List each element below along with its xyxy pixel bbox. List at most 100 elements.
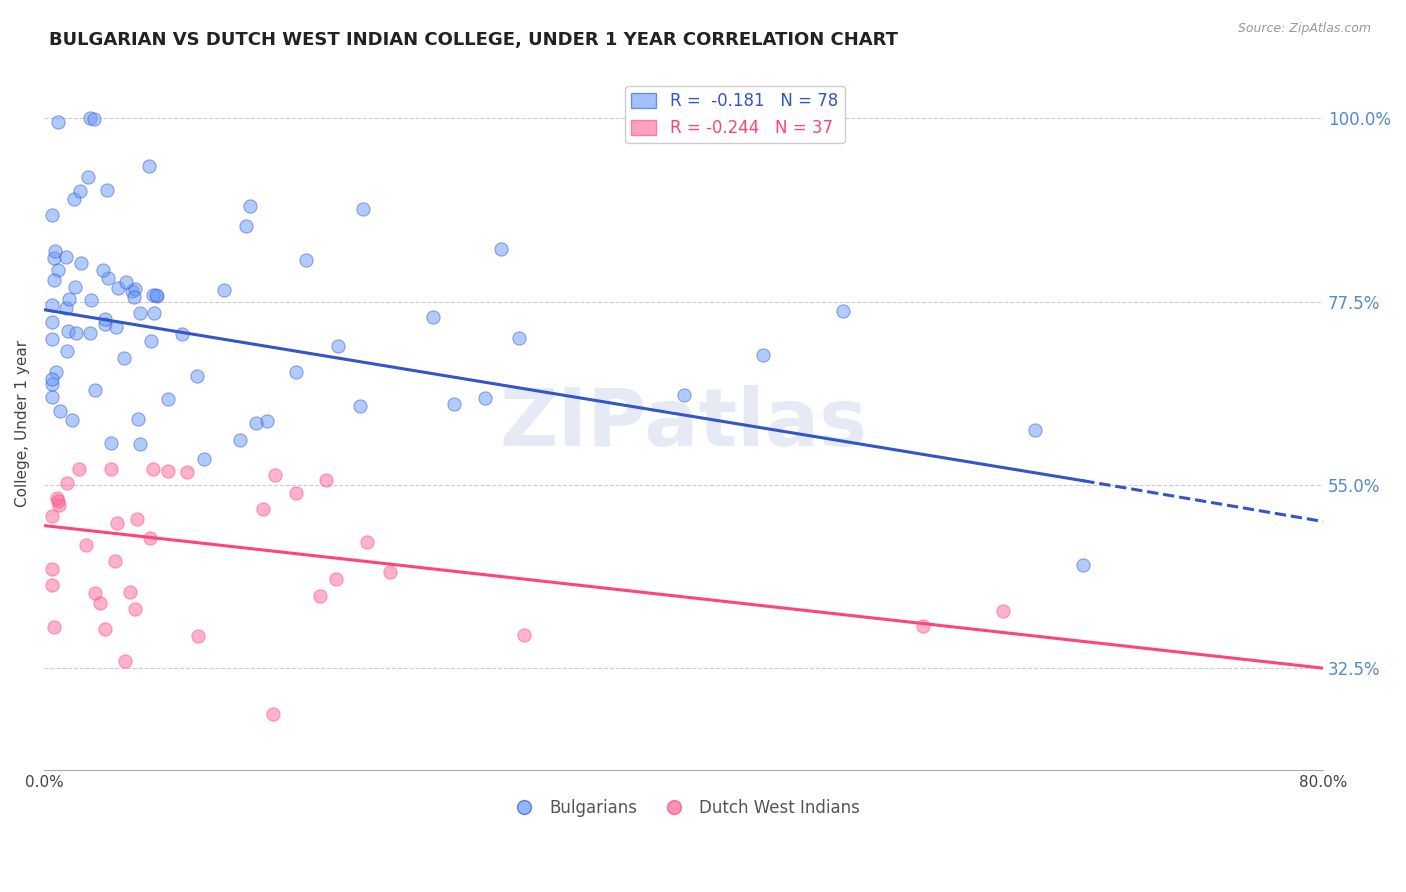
- Point: [105, 516, 128, 530]
- Point: [491, 242, 513, 256]
- Point: [89, 596, 111, 610]
- Point: [235, 219, 257, 233]
- Point: [512, 628, 534, 642]
- Point: [349, 399, 371, 413]
- Point: [69, 184, 91, 198]
- Point: [127, 411, 149, 425]
- Point: [75, 538, 97, 552]
- Point: [104, 319, 127, 334]
- Point: [508, 331, 530, 345]
- Point: [55, 344, 77, 359]
- Point: [245, 416, 267, 430]
- Point: [77, 170, 100, 185]
- Point: [252, 502, 274, 516]
- Point: [186, 369, 208, 384]
- Point: [41, 377, 63, 392]
- Point: [474, 391, 496, 405]
- Point: [93, 622, 115, 636]
- Point: [145, 289, 167, 303]
- Point: [41, 562, 63, 576]
- Point: [143, 306, 166, 320]
- Point: [285, 486, 308, 500]
- Point: [378, 566, 401, 580]
- Point: [752, 348, 775, 362]
- Point: [46, 115, 69, 129]
- Point: [912, 619, 935, 633]
- Point: [157, 392, 180, 406]
- Point: [55, 476, 77, 491]
- Point: [45, 365, 67, 379]
- Point: [58, 293, 80, 307]
- Text: ZIPatlas: ZIPatlas: [499, 384, 868, 463]
- Point: [993, 604, 1015, 618]
- Point: [832, 303, 855, 318]
- Point: [41, 208, 63, 222]
- Point: [193, 451, 215, 466]
- Point: [83, 383, 105, 397]
- Point: [62, 192, 84, 206]
- Point: [79, 111, 101, 125]
- Point: [49, 404, 72, 418]
- Point: [128, 437, 150, 451]
- Point: [1071, 558, 1094, 572]
- Point: [41, 509, 63, 524]
- Point: [44, 273, 66, 287]
- Point: [229, 433, 252, 447]
- Point: [672, 387, 695, 401]
- Point: [112, 351, 135, 366]
- Point: [124, 282, 146, 296]
- Point: [127, 512, 149, 526]
- Point: [176, 466, 198, 480]
- Point: [325, 572, 347, 586]
- Text: BULGARIAN VS DUTCH WEST INDIAN COLLEGE, UNDER 1 YEAR CORRELATION CHART: BULGARIAN VS DUTCH WEST INDIAN COLLEGE, …: [49, 31, 898, 49]
- Point: [42, 251, 65, 265]
- Point: [41, 314, 63, 328]
- Point: [352, 202, 374, 216]
- Point: [104, 554, 127, 568]
- Point: [114, 275, 136, 289]
- Point: [128, 306, 150, 320]
- Point: [422, 310, 444, 324]
- Point: [124, 601, 146, 615]
- Point: [55, 250, 77, 264]
- Point: [84, 586, 107, 600]
- Point: [41, 332, 63, 346]
- Point: [315, 473, 337, 487]
- Point: [284, 365, 307, 379]
- Point: [70, 256, 93, 270]
- Point: [79, 326, 101, 341]
- Point: [139, 531, 162, 545]
- Point: [326, 339, 349, 353]
- Point: [96, 183, 118, 197]
- Point: [46, 491, 69, 506]
- Point: [44, 620, 66, 634]
- Point: [46, 494, 69, 508]
- Point: [65, 326, 87, 341]
- Point: [93, 317, 115, 331]
- Point: [308, 590, 330, 604]
- Point: [239, 199, 262, 213]
- Point: [170, 326, 193, 341]
- Point: [256, 414, 278, 428]
- Point: [156, 463, 179, 477]
- Point: [60, 413, 83, 427]
- Point: [97, 270, 120, 285]
- Point: [55, 301, 77, 315]
- Point: [114, 654, 136, 668]
- Point: [67, 461, 90, 475]
- Point: [100, 435, 122, 450]
- Point: [41, 298, 63, 312]
- Point: [41, 578, 63, 592]
- Point: [142, 461, 165, 475]
- Point: [63, 280, 86, 294]
- Point: [120, 585, 142, 599]
- Point: [48, 499, 70, 513]
- Point: [214, 284, 236, 298]
- Point: [1024, 423, 1046, 437]
- Point: [264, 468, 287, 483]
- Text: Source: ZipAtlas.com: Source: ZipAtlas.com: [1237, 22, 1371, 36]
- Point: [46, 263, 69, 277]
- Point: [138, 159, 160, 173]
- Y-axis label: College, Under 1 year: College, Under 1 year: [15, 340, 30, 508]
- Point: [187, 628, 209, 642]
